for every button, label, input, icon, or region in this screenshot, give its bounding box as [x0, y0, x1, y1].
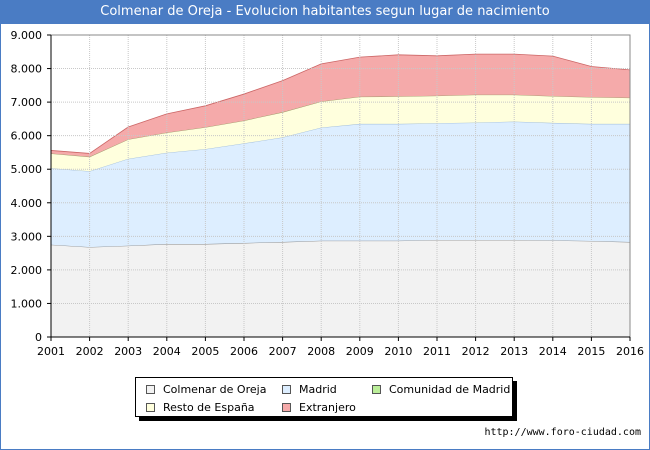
- x-tick-label-2: 2003: [114, 345, 142, 358]
- y-tick-label-3: 3.000: [11, 230, 43, 243]
- legend-item-madrid: Madrid: [282, 383, 337, 396]
- y-tick-label-5: 5.000: [11, 163, 43, 176]
- legend-swatch-resto: [146, 403, 155, 412]
- legend-label-madrid: Madrid: [299, 383, 337, 396]
- legend-label-resto: Resto de España: [163, 401, 255, 414]
- legend-swatch-madrid: [282, 385, 291, 394]
- area-extranjero: [51, 54, 630, 157]
- area-colmenar: [51, 240, 630, 337]
- x-tick-label-7: 2008: [307, 345, 335, 358]
- x-tick-label-9: 2010: [384, 345, 412, 358]
- legend-item-colmenar: Colmenar de Oreja: [146, 383, 266, 396]
- legend-label-extranjero: Extranjero: [299, 401, 356, 414]
- x-tick-label-11: 2012: [462, 345, 490, 358]
- y-tick-label-0: 0: [35, 331, 42, 344]
- legend-item-comunidad: Comunidad de Madrid: [372, 383, 510, 396]
- area-edge-extranjero: [50, 53, 631, 154]
- x-tick-label-12: 2013: [500, 345, 528, 358]
- x-tick-label-10: 2011: [423, 345, 451, 358]
- x-tick-label-4: 2005: [191, 345, 219, 358]
- y-tick-label-8: 8.000: [11, 63, 43, 76]
- x-tick-label-13: 2014: [539, 345, 567, 358]
- legend-swatch-extranjero: [282, 403, 291, 412]
- x-tick-label-15: 2016: [616, 345, 644, 358]
- y-tick-label-7: 7.000: [11, 96, 43, 109]
- x-tick-label-8: 2009: [346, 345, 374, 358]
- legend-label-comunidad: Comunidad de Madrid: [389, 383, 511, 396]
- x-tick-label-14: 2015: [577, 345, 605, 358]
- y-tick-label-1: 1.000: [11, 297, 43, 310]
- y-tick-label-9: 9.000: [11, 29, 43, 42]
- legend-item-resto: Resto de España: [146, 401, 255, 414]
- x-tick-label-0: 2001: [37, 345, 65, 358]
- legend: Colmenar de Oreja Madrid Comunidad de Ma…: [135, 377, 513, 417]
- area-resto: [51, 94, 630, 172]
- area-madrid: [51, 121, 630, 248]
- x-tick-label-6: 2007: [269, 345, 297, 358]
- x-tick-label-3: 2004: [153, 345, 181, 358]
- source-url: http://www.foro-ciudad.com: [484, 427, 641, 438]
- legend-swatch-colmenar: [146, 385, 155, 394]
- x-tick-label-5: 2006: [230, 345, 258, 358]
- y-tick-label-6: 6.000: [11, 130, 43, 143]
- legend-item-extranjero: Extranjero: [282, 401, 356, 414]
- legend-swatch-comunidad: [372, 385, 381, 394]
- chart-title: Colmenar de Oreja - Evolucion habitantes…: [0, 0, 650, 24]
- y-tick-label-4: 4.000: [11, 197, 43, 210]
- legend-label-colmenar: Colmenar de Oreja: [163, 383, 267, 396]
- x-tick-label-1: 2002: [76, 345, 104, 358]
- y-tick-label-2: 2.000: [11, 264, 43, 277]
